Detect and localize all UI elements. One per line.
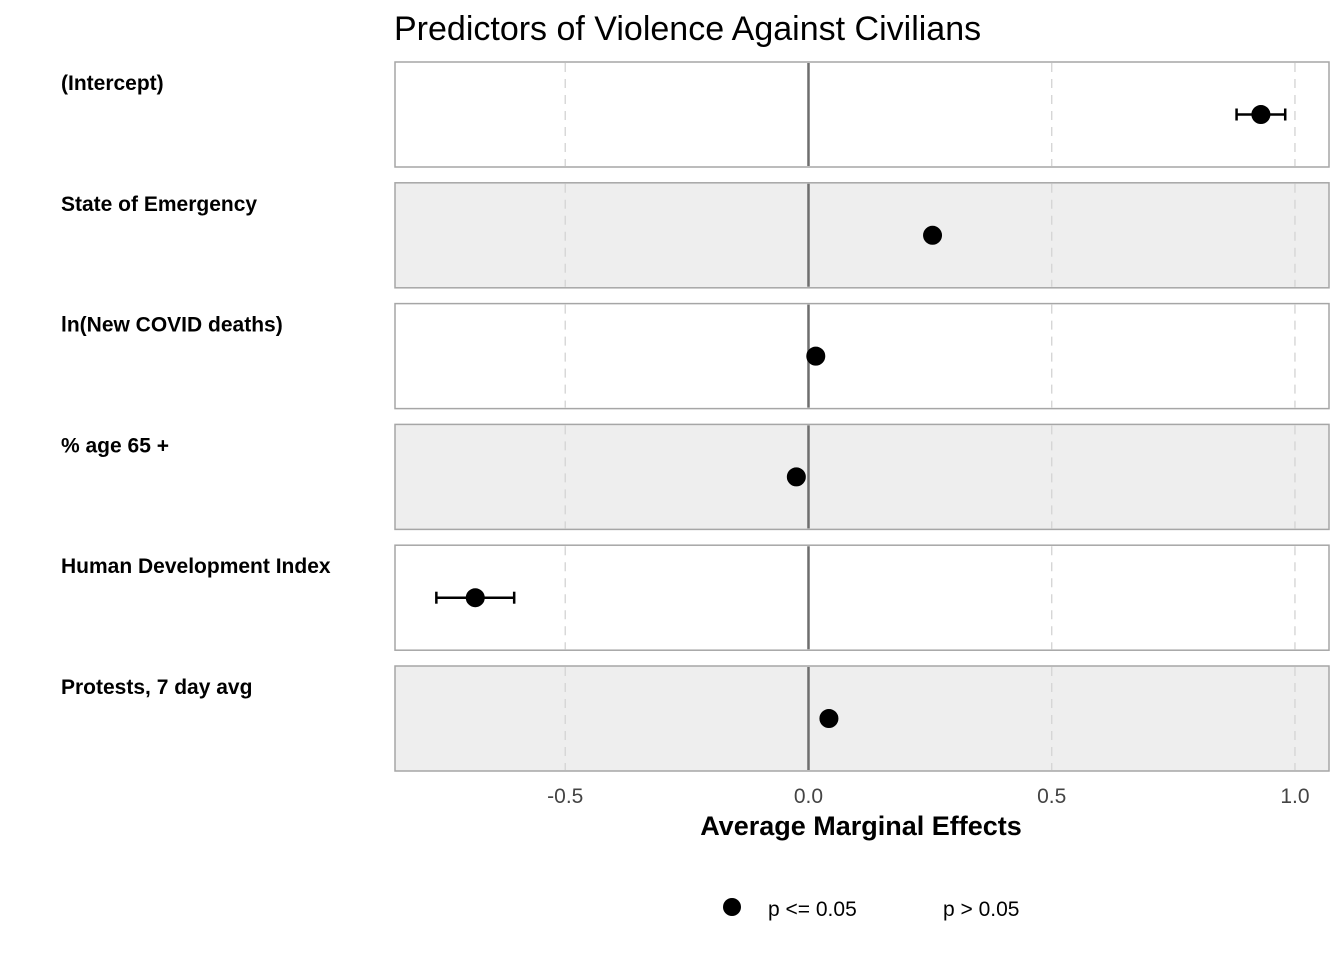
legend-label: p <= 0.05 [768, 898, 857, 921]
panels-group [394, 61, 1330, 772]
estimate-point [819, 709, 839, 728]
panel-background [394, 544, 1330, 651]
legend: p <= 0.05 p > 0.05 [723, 898, 1019, 921]
panel-row [394, 61, 1330, 168]
panel-row [394, 302, 1330, 410]
row-label: (Intercept) [61, 72, 164, 95]
estimate-point [1251, 105, 1271, 124]
legend-marker-significant [723, 898, 741, 916]
panel-background [394, 182, 1330, 289]
x-axis-title: Average Marginal Effects [700, 811, 1022, 841]
legend-label: p > 0.05 [943, 898, 1019, 921]
x-tick-label: 0.5 [1037, 785, 1066, 808]
panel-row [394, 423, 1330, 531]
panel-row [394, 544, 1330, 651]
panel-row [394, 182, 1330, 289]
estimate-point [465, 588, 485, 608]
row-labels-group: (Intercept) State of Emergency ln(New COVI… [61, 72, 331, 699]
row-label: ln(New COVID deaths) [61, 314, 283, 337]
row-label: Human Development Index [61, 555, 331, 578]
row-label: Protests, 7 day avg [61, 676, 252, 699]
estimate-point [806, 346, 826, 366]
row-label: State of Emergency [61, 193, 257, 216]
x-tick-label: 0.0 [794, 785, 823, 808]
x-tick-label: -0.5 [547, 785, 583, 808]
panel-background [394, 423, 1330, 531]
chart-title: Predictors of Violence Against Civilians [394, 10, 981, 48]
panel-background [394, 302, 1330, 410]
row-label: % age 65 + [61, 434, 169, 457]
panel-row [394, 665, 1330, 772]
estimate-point [786, 467, 806, 487]
x-tick-label: 1.0 [1280, 785, 1309, 808]
panel-background [394, 61, 1330, 168]
x-axis-ticks: -0.5 0.0 0.5 1.0 [547, 785, 1309, 808]
estimate-point [923, 225, 943, 245]
panel-background [394, 665, 1330, 772]
